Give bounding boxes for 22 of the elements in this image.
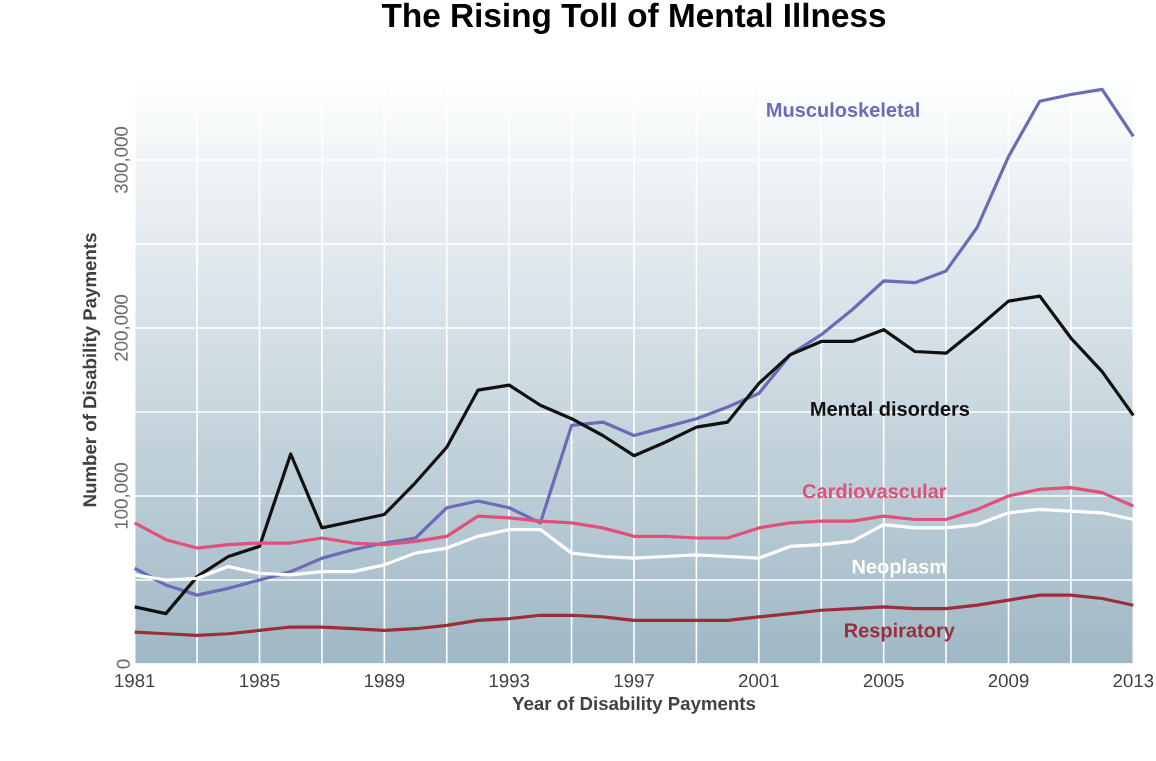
- x-tick-label: 1981: [115, 673, 155, 688]
- y-axis-title: Number of Disability Payments: [82, 233, 101, 507]
- x-tick-label: 2009: [988, 673, 1029, 688]
- y-tick-label: 300,000: [114, 126, 130, 193]
- x-tick-label: 1985: [240, 673, 280, 688]
- chart-title: The Rising Toll of Mental Illness: [381, 2, 886, 34]
- line-series: [133, 485, 1135, 550]
- line-series: [133, 294, 1135, 616]
- x-tick-label: 2001: [739, 673, 779, 688]
- x-tick-label: 1997: [614, 673, 654, 688]
- y-tick-label: 200,000: [114, 294, 130, 361]
- x-tick-label: 2013: [1113, 673, 1154, 688]
- series-label: Cardiovascular: [802, 483, 947, 499]
- x-tick-label: 1989: [365, 673, 405, 688]
- x-tick-label: 1993: [489, 673, 530, 688]
- x-axis-title: Year of Disability Payments: [512, 696, 756, 714]
- text: Musculoskeletal: [767, 102, 919, 117]
- y-tick-label: 0: [116, 659, 130, 669]
- x-tick-label: 2005: [863, 673, 904, 688]
- text: Mental disorders: [811, 401, 970, 416]
- y-tick-label: 100,000: [114, 462, 130, 529]
- line-series: [133, 87, 1135, 597]
